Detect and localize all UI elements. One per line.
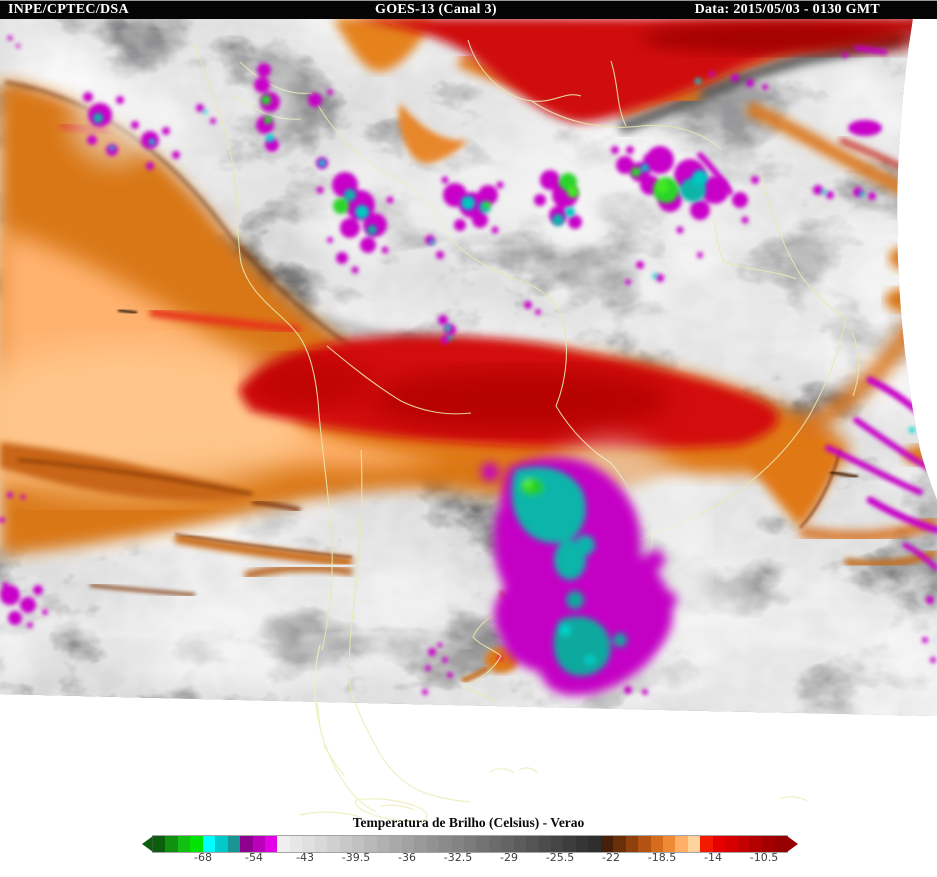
- agency-label: INPE/CPTEC/DSA: [8, 2, 129, 17]
- colorbar-tick: -43: [296, 851, 314, 864]
- colorbar-arrow-right: [787, 836, 798, 852]
- warm-features-layer: [0, 18, 937, 684]
- colorbar-tick: -25.5: [545, 851, 575, 864]
- colorbar: [142, 836, 798, 852]
- colorbar-tick: -32.5: [443, 851, 473, 864]
- datetime-label: Data: 2015/05/03 - 0130 GMT: [694, 2, 880, 17]
- title-bar: INPE/CPTEC/DSA GOES-13 (Canal 3) Data: 2…: [0, 0, 937, 19]
- colorbar-tick: -14: [704, 851, 722, 864]
- colorbar-title: Temperatura de Brilho (Celsius) - Verao: [352, 815, 585, 830]
- colorbar-tick: -18.5: [647, 851, 677, 864]
- storm-cells-layer: [0, 35, 937, 696]
- colorbar-ticks: -68 -54 -43 -39.5 -36 -32.5 -29 -25.5 -22 -18.5 -1…: [0, 851, 937, 867]
- colorbar-tick: -36: [398, 851, 416, 864]
- colorbar-tick: -39.5: [341, 851, 371, 864]
- colorbar-tick: -54: [245, 851, 263, 864]
- colorbar-tick: -29: [500, 851, 518, 864]
- colorbar-tick: -10.5: [749, 851, 779, 864]
- colorbar-scale: [153, 836, 788, 852]
- satellite-label: GOES-13 (Canal 3): [375, 2, 497, 17]
- patagonia-outlines: [299, 644, 808, 823]
- colorbar-arrow-left: [142, 836, 153, 852]
- colorbar-tick: -68: [194, 851, 212, 864]
- colorbar-tick: -22: [602, 851, 620, 864]
